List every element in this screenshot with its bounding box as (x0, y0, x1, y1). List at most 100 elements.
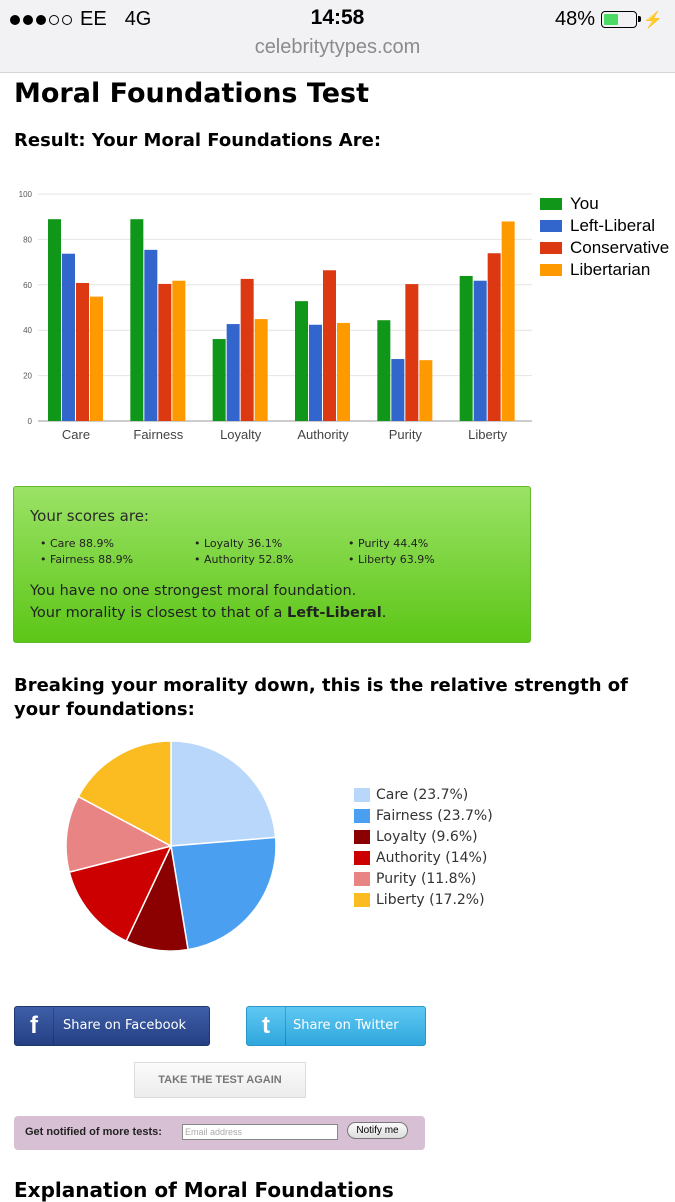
pie-legend-swatch (354, 871, 370, 886)
signal-dot (62, 14, 72, 25)
pie-legend-label: Purity (11.8%) (376, 870, 477, 887)
bar-conservative-fairness (158, 283, 172, 421)
retake-test-button[interactable]: TAKE THE TEST AGAIN (134, 1062, 306, 1098)
bar-libertarian-authority (337, 322, 350, 421)
y-tick-label: 80 (23, 235, 32, 244)
twitter-icon: t (247, 1007, 286, 1045)
share-twitter-label: Share on Twitter (293, 1018, 399, 1033)
bar-libertarian-care (90, 296, 103, 421)
pie-legend-label: Fairness (23.7%) (376, 807, 493, 824)
y-tick-label: 100 (19, 190, 33, 199)
legend-swatch (540, 264, 562, 276)
signal-dots-icon (10, 14, 72, 25)
explanation-heading: Explanation of Moral Foundations (14, 1178, 394, 1202)
battery-percent: 48% (555, 8, 596, 30)
bar-conservative-authority (323, 270, 336, 421)
bar-left-liberal-care (62, 253, 75, 421)
status-left: EE 4G (10, 8, 151, 31)
bar-left-liberal-fairness (144, 249, 158, 421)
signal-dot (49, 14, 59, 25)
charging-bolt-icon: ⚡ (643, 11, 663, 29)
legend-label: You (570, 194, 599, 213)
breakdown-heading: Breaking your morality down, this is the… (14, 675, 628, 720)
share-facebook-label: Share on Facebook (63, 1018, 187, 1033)
pie-legend-item: Loyalty (9.6%) (354, 826, 493, 847)
notify-me-button[interactable]: Notify me (347, 1122, 408, 1139)
signal-dot (36, 14, 46, 25)
bar-chart-legend: You Left-Liberal Conservative Libertarian (540, 193, 669, 281)
scores-panel: Your scores are: Care 88.9% Fairness 88.… (13, 486, 531, 643)
bar-libertarian-purity (419, 360, 433, 421)
address-bar-url[interactable]: celebritytypes.com (254, 36, 421, 58)
pie-legend-item: Fairness (23.7%) (354, 805, 493, 826)
facebook-icon: f (15, 1007, 54, 1045)
summary-suffix: . (381, 605, 387, 621)
score-fairness: Fairness 88.9% (40, 553, 133, 566)
y-tick-label: 20 (23, 372, 32, 381)
bar-conservative-loyalty (240, 278, 254, 421)
legend-item: Libertarian (540, 259, 669, 281)
pie-chart (65, 740, 277, 952)
pie-legend-swatch (354, 850, 370, 865)
y-tick-label: 40 (23, 326, 32, 335)
legend-item: Left-Liberal (540, 215, 669, 237)
pie-slice (77, 740, 172, 848)
legend-swatch (540, 242, 562, 254)
bar-you-authority (295, 301, 308, 421)
pie-legend-label: Care (23.7%) (376, 786, 469, 803)
status-right: 48% ⚡ (555, 8, 663, 31)
bar-left-liberal-liberty (473, 280, 487, 421)
pie-slice (170, 740, 277, 847)
network-type: 4G (124, 8, 152, 30)
x-tick-label: Purity (389, 427, 423, 442)
legend-item: You (540, 193, 669, 215)
carrier-name: EE (80, 8, 107, 30)
bar-left-liberal-authority (309, 324, 322, 421)
pie-slice (170, 836, 277, 951)
pie-legend-label: Authority (14%) (376, 849, 488, 866)
bar-you-fairness (130, 219, 144, 421)
pie-legend-label: Liberty (17.2%) (376, 891, 485, 908)
legend-label: Left-Liberal (570, 216, 656, 235)
scores-label: Your scores are: (30, 507, 149, 525)
page-title: Moral Foundations Test (14, 78, 370, 109)
notify-label: Get notified of more tests: (25, 1126, 162, 1138)
signal-dot (23, 14, 33, 25)
status-time: 14:58 (310, 6, 365, 29)
bar-conservative-purity (405, 284, 419, 421)
bar-left-liberal-loyalty (226, 324, 240, 421)
score-authority: Authority 52.8% (194, 553, 293, 566)
closest-group: Left-Liberal (287, 605, 382, 621)
summary-line-1: You have no one strongest moral foundati… (30, 583, 357, 599)
battery-fill (604, 14, 618, 25)
pie-legend-swatch (354, 829, 370, 844)
battery-icon (601, 11, 642, 28)
y-tick-label: 60 (23, 281, 32, 290)
bar-left-liberal-purity (391, 359, 405, 421)
bar-libertarian-loyalty (254, 319, 268, 421)
bar-you-purity (377, 320, 391, 421)
legend-label: Libertarian (570, 260, 651, 279)
y-tick-label: 0 (28, 417, 33, 426)
pie-legend-swatch (354, 787, 370, 802)
legend-item: Conservative (540, 237, 669, 259)
x-tick-label: Authority (297, 427, 349, 442)
pie-legend-swatch (354, 808, 370, 823)
bar-conservative-care (76, 282, 89, 421)
pie-slice (65, 795, 174, 874)
share-twitter-button[interactable]: t Share on Twitter (246, 1006, 426, 1046)
legend-swatch (540, 198, 562, 210)
result-heading: Result: Your Moral Foundations Are: (14, 130, 382, 151)
bar-libertarian-liberty (501, 221, 515, 421)
bar-conservative-liberty (487, 253, 501, 421)
share-facebook-button[interactable]: f Share on Facebook (14, 1006, 210, 1046)
signal-dot (10, 14, 20, 25)
notify-form: Get notified of more tests: Notify me (14, 1116, 425, 1150)
pie-legend-item: Purity (11.8%) (354, 868, 493, 889)
email-input[interactable] (182, 1124, 338, 1140)
pie-legend-swatch (354, 892, 370, 907)
ios-status-bar: EE 4G 14:58 48% ⚡ celebritytypes.com (0, 0, 675, 73)
x-tick-label: Fairness (133, 427, 183, 442)
pie-legend-label: Loyalty (9.6%) (376, 828, 478, 845)
bar-you-liberty (459, 275, 473, 421)
